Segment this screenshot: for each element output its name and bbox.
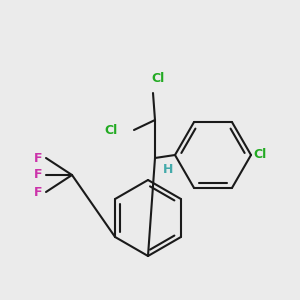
Text: F: F xyxy=(34,152,42,164)
Text: Cl: Cl xyxy=(105,124,118,136)
Text: Cl: Cl xyxy=(152,72,165,85)
Text: F: F xyxy=(34,169,42,182)
Text: Cl: Cl xyxy=(253,148,266,161)
Text: H: H xyxy=(163,163,173,176)
Text: F: F xyxy=(34,185,42,199)
